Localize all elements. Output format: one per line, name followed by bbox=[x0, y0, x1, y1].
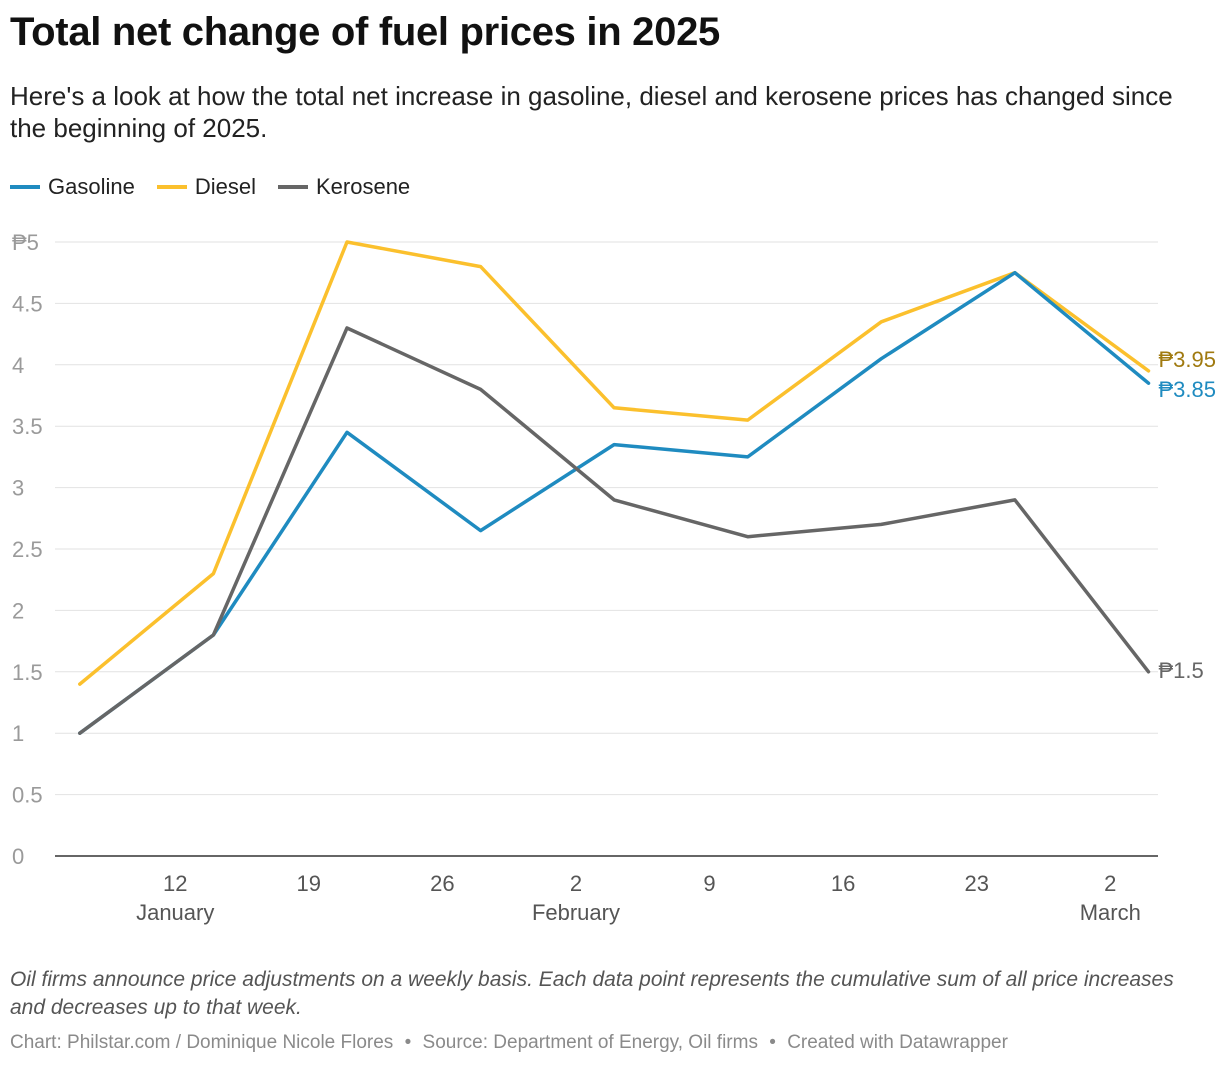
legend-item-diesel: Diesel bbox=[156, 174, 256, 200]
footer-separator: • bbox=[769, 1032, 776, 1053]
legend-swatch-kerosene bbox=[277, 185, 308, 189]
x-tick-label: 16 bbox=[831, 871, 855, 896]
x-tick-label: 9 bbox=[703, 871, 715, 896]
legend-label-kerosene: Kerosene bbox=[315, 174, 411, 199]
y-tick-label: 2 bbox=[12, 598, 24, 623]
chart-footer: Chart: Philstar.com / Dominique Nicole F… bbox=[10, 1032, 1008, 1054]
y-tick-label: 0.5 bbox=[12, 783, 43, 808]
end-label-diesel: ₱3.95 bbox=[1158, 347, 1216, 372]
legend-swatch-gasoline bbox=[10, 185, 40, 189]
x-tick-label: 2 bbox=[570, 871, 582, 896]
y-tick-label: 4 bbox=[12, 353, 24, 378]
x-month-label: January bbox=[136, 900, 214, 925]
y-axis-ticks: 0 0.5 1 1.5 2 2.5 3 3.5 4 4.5 ₱5 bbox=[12, 230, 43, 869]
series-lines bbox=[78, 240, 1151, 735]
series-line-kerosene bbox=[78, 326, 1151, 735]
x-month-label: February bbox=[532, 900, 620, 925]
x-axis-ticks: 12 January 19 26 2 February 9 16 23 2 March bbox=[136, 871, 1141, 925]
y-tick-label: ₱5 bbox=[12, 230, 39, 255]
legend-item-gasoline: Gasoline bbox=[10, 174, 135, 200]
end-label-gasoline: ₱3.85 bbox=[1158, 377, 1216, 402]
legend-label-gasoline: Gasoline bbox=[48, 174, 135, 199]
y-tick-label: 1 bbox=[12, 721, 24, 746]
y-tick-label: 2.5 bbox=[12, 537, 43, 562]
chart-note: Oil firms announce price adjustments on … bbox=[10, 968, 1174, 1019]
x-tick-label: 19 bbox=[297, 871, 321, 896]
y-tick-label: 1.5 bbox=[12, 660, 43, 685]
end-labels: ₱3.85 ₱3.95 ₱1.5 bbox=[1158, 347, 1216, 683]
x-tick-label: 26 bbox=[430, 871, 454, 896]
datawrapper-credit: Created with Datawrapper bbox=[787, 1032, 1008, 1053]
legend-label-diesel: Diesel bbox=[194, 174, 256, 199]
y-tick-label: 3.5 bbox=[12, 414, 43, 439]
gridlines bbox=[55, 241, 1158, 857]
x-tick-label: 23 bbox=[964, 871, 988, 896]
footer-separator: • bbox=[404, 1032, 412, 1053]
end-label-kerosene: ₱1.5 bbox=[1158, 658, 1203, 683]
series-line-diesel bbox=[78, 240, 1151, 686]
x-tick-label: 12 bbox=[163, 871, 187, 896]
legend-item-kerosene: Kerosene bbox=[277, 174, 411, 200]
y-tick-label: 4.5 bbox=[12, 291, 43, 316]
legend-swatch-diesel bbox=[156, 185, 187, 189]
chart-credit: Chart: Philstar.com / Dominique Nicole F… bbox=[10, 1032, 394, 1053]
y-tick-label: 3 bbox=[12, 476, 24, 501]
series-line-gasoline bbox=[78, 270, 1151, 735]
y-tick-label: 0 bbox=[12, 844, 24, 869]
chart-title: Total net change of fuel prices in 2025 bbox=[10, 10, 720, 54]
chart-subtitle: Here's a look at how the total net incre… bbox=[10, 81, 1173, 143]
x-month-label: March bbox=[1080, 900, 1141, 925]
x-tick-label: 2 bbox=[1104, 871, 1116, 896]
source-credit: Source: Department of Energy, Oil firms bbox=[422, 1032, 758, 1053]
legend: Gasoline Diesel Kerosene bbox=[10, 174, 410, 200]
line-chart: 0 0.5 1 1.5 2 2.5 3 3.5 4 4.5 ₱5 12 January 19 26 2 Feb… bbox=[12, 230, 1216, 925]
